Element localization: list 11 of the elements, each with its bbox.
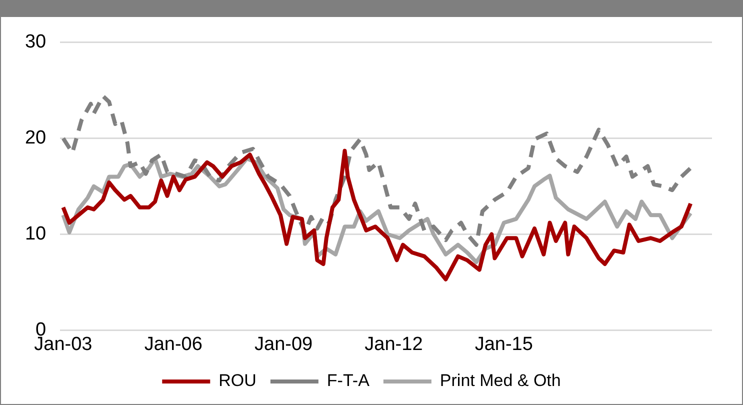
x-tick-label: Jan-15	[474, 334, 533, 355]
legend-label: ROU	[218, 371, 256, 390]
legend-label: F-T-A	[326, 371, 370, 390]
y-tick-label: 30	[24, 32, 46, 53]
x-tick-label: Jan-06	[144, 334, 202, 355]
line-series	[61, 94, 693, 247]
y-tick-label: 20	[24, 128, 46, 149]
legend-label: Print Med & Oth	[440, 371, 561, 390]
y-tick-label: 10	[24, 224, 46, 244]
x-tick-label: Jan-12	[364, 334, 423, 355]
x-tick-label: Jan-09	[254, 334, 313, 355]
